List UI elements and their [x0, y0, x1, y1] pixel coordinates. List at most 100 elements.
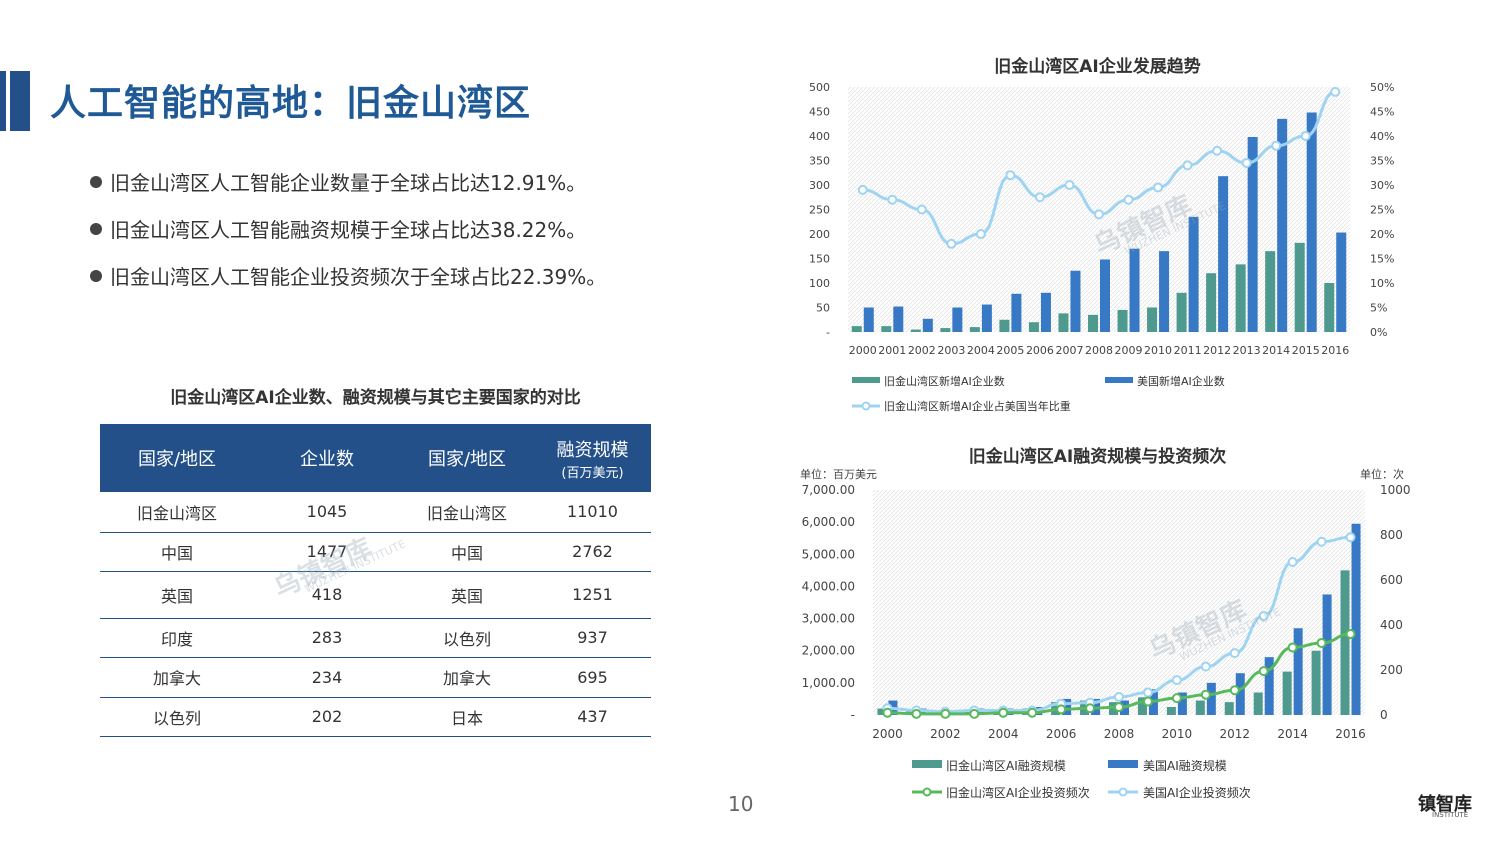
table-cell: 日本 [400, 697, 534, 737]
y2-tick-label: 35% [1370, 155, 1394, 168]
bar-sf-funding [1340, 570, 1350, 715]
table-cell: 以色列 [100, 697, 254, 737]
bar-us-funding [1293, 628, 1303, 715]
bar-us-new [1188, 216, 1199, 332]
table-cell: 418 [254, 571, 400, 619]
bar-us-funding [1206, 682, 1216, 715]
bar-us-new [1070, 270, 1081, 332]
x-tick-label: 2014 [1262, 344, 1290, 357]
bullet-list: 旧金山湾区人工智能企业数量于全球占比达12.91%。 旧金山湾区人工智能融资规模… [90, 168, 606, 309]
legend-swatch-marker [1118, 787, 1128, 797]
bar-sf-new [1028, 322, 1039, 332]
x-tick-label: 2014 [1277, 727, 1308, 741]
bar-us-new [1247, 136, 1258, 332]
y-unit-label: 单位：百万美元 [800, 467, 877, 481]
line-us-frequency-point [1287, 557, 1298, 567]
x-tick-label: 2000 [872, 727, 903, 741]
page-number: 10 [728, 792, 754, 816]
y2-tick-label: 1000 [1380, 483, 1411, 497]
x-tick-label: 2006 [1026, 344, 1054, 357]
x-tick-label: 2009 [1115, 344, 1143, 357]
y-tick-label: 450 [809, 106, 830, 119]
bullet-item: 旧金山湾区人工智能企业投资频次于全球占比22.39%。 [90, 262, 606, 309]
point-sf-share [887, 194, 898, 205]
y-tick-label: 500 [809, 81, 830, 94]
table-row: 加拿大 234 加拿大 695 [100, 657, 651, 698]
x-tick-label: 2010 [1162, 727, 1193, 741]
table-cell: 加拿大 [100, 657, 254, 698]
bar-sf-new [910, 329, 921, 332]
table-row: 印度 283 以色列 937 [100, 618, 651, 658]
bar-us-new [893, 306, 904, 332]
line-sf-frequency-point [1345, 629, 1356, 639]
y-tick-label: 7,000.00 [802, 483, 855, 497]
x-tick-label: 2007 [1055, 344, 1083, 357]
table-cell: 旧金山湾区 [100, 492, 254, 533]
point-sf-share [975, 229, 986, 239]
line-sf-frequency-point [1171, 693, 1182, 704]
bar-us-new [863, 307, 874, 332]
y2-tick-label: 40% [1370, 130, 1394, 143]
line-sf-frequency-point [940, 708, 951, 719]
legend-label: 美国AI融资规模 [1143, 758, 1227, 773]
x-tick-label: 2008 [1085, 344, 1113, 357]
bar-us-new [1159, 251, 1170, 332]
table-title: 旧金山湾区AI企业数、融资规模与其它主要国家的对比 [170, 388, 581, 408]
line-sf-frequency-point [1287, 642, 1298, 653]
header-cell: 融资规模 (百万美元) [534, 424, 651, 492]
legend-label: 美国新增AI企业数 [1137, 374, 1225, 388]
bar-sf-new [1117, 309, 1128, 332]
table-cell: 旧金山湾区 [400, 492, 534, 533]
bar-sf-new [1324, 283, 1335, 332]
line-us-frequency-point [1316, 536, 1327, 547]
point-sf-share [1241, 157, 1252, 168]
table-cell: 1045 [254, 492, 400, 533]
table-cell: 印度 [100, 618, 254, 658]
x-tick-label: 2013 [1233, 344, 1261, 357]
x-tick-label: 2012 [1219, 727, 1250, 741]
bar-us-funding [1264, 657, 1274, 715]
legend-label: 美国AI企业投资频次 [1143, 785, 1251, 800]
table-cell: 437 [534, 697, 651, 737]
y2-tick-label: 15% [1370, 253, 1394, 266]
bar-sf-new [1294, 242, 1305, 332]
x-tick-label: 2016 [1321, 344, 1349, 357]
bar-sf-new [999, 319, 1010, 332]
legend-swatch-marker [861, 401, 871, 411]
bar-us-funding [1351, 523, 1361, 715]
y2-unit-label: 单位：次 [1360, 467, 1404, 481]
y2-tick-label: 45% [1370, 106, 1394, 119]
y-tick-label: 400 [809, 130, 830, 143]
line-sf-frequency-point [1085, 703, 1096, 714]
line-sf-frequency-point [1142, 696, 1153, 707]
bar-us-funding [1322, 594, 1332, 715]
table-cell: 283 [254, 618, 400, 658]
table-cell: 中国 [100, 532, 254, 572]
y-tick-label: 5,000.00 [802, 547, 855, 561]
x-tick-label: 2002 [908, 344, 936, 357]
table-row: 中国 1477 中国 2762 [100, 532, 651, 572]
table-cell: 937 [534, 618, 651, 658]
y2-tick-label: 10% [1370, 277, 1394, 290]
y2-tick-label: 25% [1370, 204, 1394, 217]
line-sf-frequency-point [1027, 707, 1038, 718]
y2-tick-label: 0% [1370, 326, 1387, 339]
y2-tick-label: 400 [1380, 618, 1403, 632]
point-sf-share [1034, 192, 1045, 203]
line-us-frequency-point [1345, 532, 1356, 543]
table-cell: 1251 [534, 571, 651, 619]
y-tick-label: 100 [809, 277, 830, 290]
bar-us-new [1277, 118, 1288, 332]
x-tick-label: 2006 [1046, 727, 1077, 741]
point-sf-share [1182, 160, 1193, 171]
header-cell: 企业数 [254, 424, 400, 492]
y-tick-label: 2,000.00 [802, 644, 855, 658]
bar-sf-new [1088, 314, 1098, 332]
header-cell: 国家/地区 [100, 424, 254, 492]
bar-sf-new [1206, 273, 1217, 332]
x-tick-label: 2005 [996, 344, 1024, 357]
bar-us-new [1011, 293, 1022, 332]
x-tick-label: 2000 [849, 344, 877, 357]
y-tick-label: 200 [809, 228, 830, 241]
x-tick-label: 2016 [1335, 727, 1366, 741]
